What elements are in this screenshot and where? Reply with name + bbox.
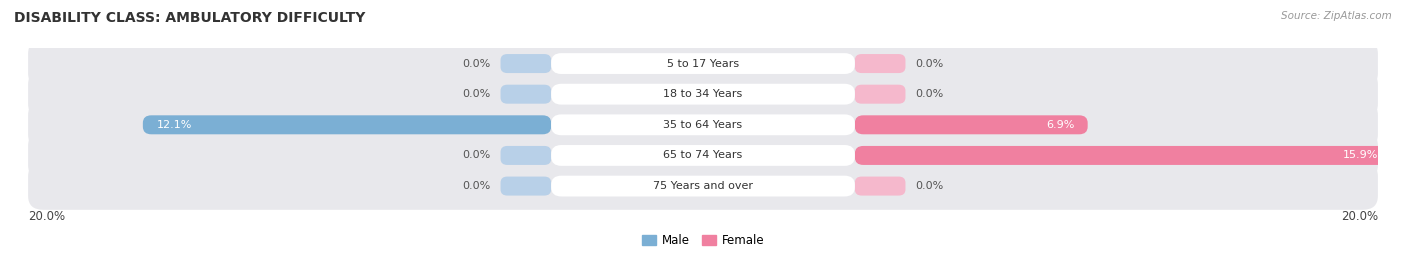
Text: 5 to 17 Years: 5 to 17 Years [666,58,740,69]
Text: 20.0%: 20.0% [1341,210,1378,223]
Text: 0.0%: 0.0% [915,181,943,191]
Text: 0.0%: 0.0% [463,181,491,191]
Text: 0.0%: 0.0% [915,58,943,69]
FancyBboxPatch shape [855,115,1088,134]
FancyBboxPatch shape [855,146,1392,165]
Text: 65 to 74 Years: 65 to 74 Years [664,150,742,161]
Text: 0.0%: 0.0% [915,89,943,99]
Text: 6.9%: 6.9% [1046,120,1074,130]
FancyBboxPatch shape [855,85,905,104]
FancyBboxPatch shape [143,115,551,134]
Text: 75 Years and over: 75 Years and over [652,181,754,191]
FancyBboxPatch shape [551,145,855,166]
FancyBboxPatch shape [855,54,905,73]
Text: 35 to 64 Years: 35 to 64 Years [664,120,742,130]
Text: 15.9%: 15.9% [1343,150,1378,161]
FancyBboxPatch shape [501,85,551,104]
FancyBboxPatch shape [28,40,1378,87]
FancyBboxPatch shape [551,176,855,196]
Text: 12.1%: 12.1% [156,120,191,130]
Text: 0.0%: 0.0% [463,58,491,69]
FancyBboxPatch shape [551,53,855,74]
Legend: Male, Female: Male, Female [637,229,769,252]
Text: 18 to 34 Years: 18 to 34 Years [664,89,742,99]
FancyBboxPatch shape [551,84,855,105]
FancyBboxPatch shape [501,146,551,165]
Text: Source: ZipAtlas.com: Source: ZipAtlas.com [1281,11,1392,21]
Text: DISABILITY CLASS: AMBULATORY DIFFICULTY: DISABILITY CLASS: AMBULATORY DIFFICULTY [14,11,366,25]
Text: 0.0%: 0.0% [463,89,491,99]
FancyBboxPatch shape [501,177,551,196]
FancyBboxPatch shape [501,54,551,73]
FancyBboxPatch shape [28,162,1378,210]
Text: 20.0%: 20.0% [28,210,65,223]
FancyBboxPatch shape [28,132,1378,179]
FancyBboxPatch shape [855,177,905,196]
FancyBboxPatch shape [28,70,1378,118]
FancyBboxPatch shape [551,114,855,135]
FancyBboxPatch shape [28,101,1378,148]
Text: 0.0%: 0.0% [463,150,491,161]
